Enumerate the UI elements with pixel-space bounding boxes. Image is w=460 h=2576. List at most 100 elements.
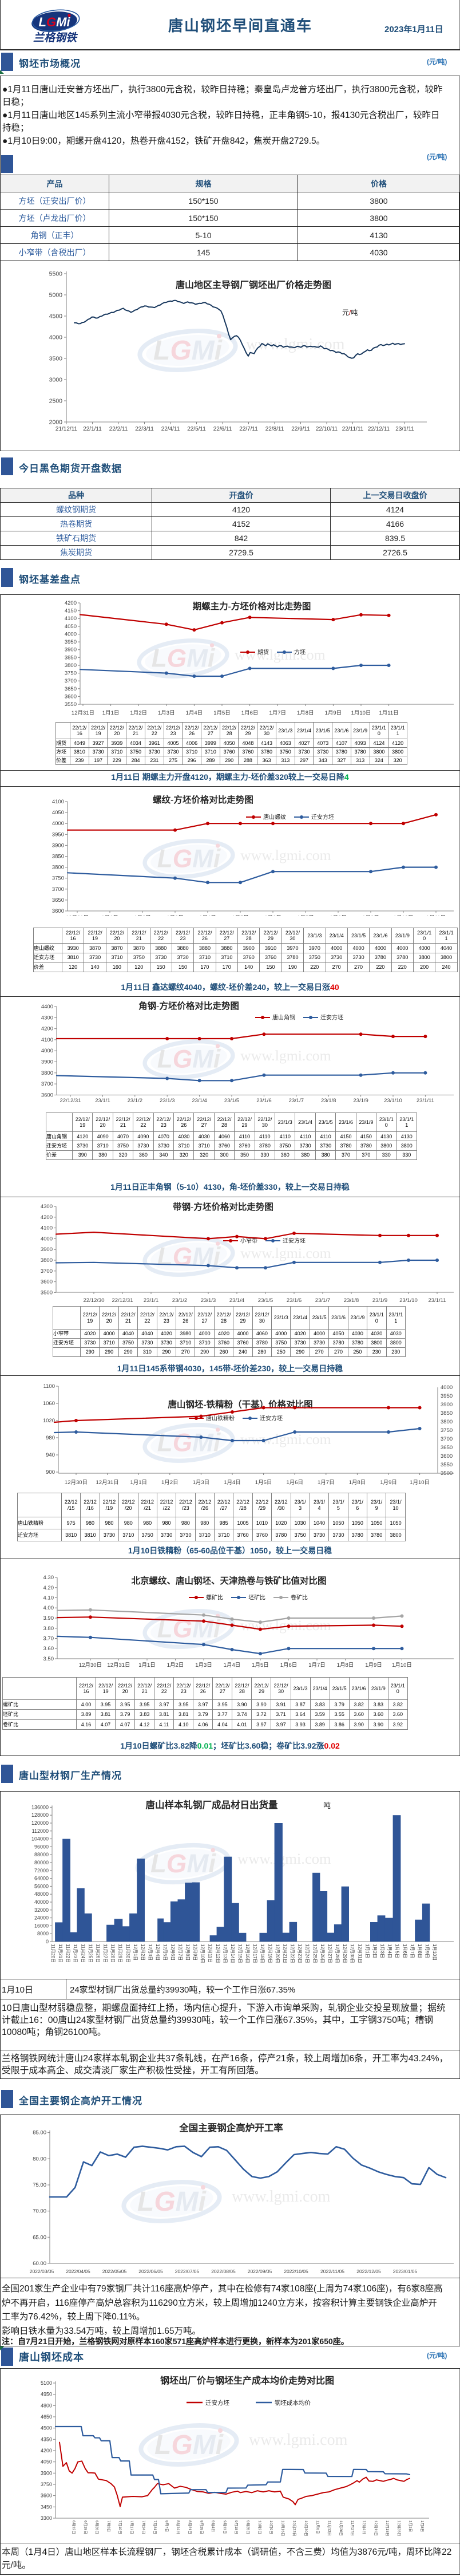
- svg-text:3500: 3500: [441, 1470, 453, 1477]
- svg-text:65.00: 65.00: [33, 2234, 46, 2240]
- svg-text:12月25日: 12月25日: [396, 2520, 401, 2536]
- svg-text:23/1/11: 23/1/11: [417, 1098, 434, 1104]
- svg-text:11月30日: 11月30日: [125, 1944, 130, 1963]
- svg-text:带钢-方坯价格对比走势图: 带钢-方坯价格对比走势图: [173, 1201, 273, 1212]
- svg-text:4.00: 4.00: [43, 1605, 54, 1611]
- svg-text:12月6日: 12月6日: [170, 1944, 175, 1960]
- svg-text:3750: 3750: [441, 1427, 453, 1434]
- svg-text:12月21日: 12月21日: [283, 1944, 288, 1963]
- svg-text:1月3日: 1月3日: [158, 710, 175, 716]
- svg-text:23/1/3: 23/1/3: [201, 1297, 216, 1304]
- svg-text:4100: 4100: [65, 616, 77, 622]
- svg-text:2022/03/05: 2022/03/05: [30, 2269, 54, 2273]
- svg-text:1月6日: 1月6日: [264, 915, 281, 916]
- svg-text:11月20日: 11月20日: [50, 1944, 55, 1963]
- svg-text:23/1/3: 23/1/3: [160, 1098, 175, 1104]
- svg-text:4300: 4300: [41, 1015, 53, 1021]
- svg-text:23/1/9: 23/1/9: [353, 1098, 368, 1104]
- svg-text:11月23日: 11月23日: [73, 1944, 78, 1963]
- svg-text:12月28日: 12月28日: [335, 1944, 340, 1963]
- svg-text:23/1/5: 23/1/5: [224, 1098, 239, 1104]
- svg-text:4000: 4000: [41, 1236, 53, 1242]
- svg-text:1月5日: 1月5日: [252, 1662, 269, 1668]
- svg-text:3800: 3800: [41, 1070, 53, 1076]
- svg-text:www.lgmi.com: www.lgmi.com: [232, 2188, 331, 2206]
- svg-text:11月26日: 11月26日: [96, 1944, 101, 1963]
- svg-text:4800: 4800: [41, 2403, 52, 2408]
- svg-text:1月10日: 1月10日: [351, 710, 371, 716]
- svg-text:1月10日: 1月10日: [410, 1480, 430, 1486]
- svg-text:12月12日: 12月12日: [215, 1944, 220, 1963]
- svg-text:1月6日: 1月6日: [241, 710, 259, 716]
- svg-text:2022/08/05: 2022/08/05: [211, 2269, 236, 2273]
- svg-text:3000: 3000: [49, 377, 63, 384]
- svg-text:22/2/11: 22/2/11: [109, 426, 128, 432]
- svg-text:23/1/10: 23/1/10: [384, 1098, 402, 1104]
- svg-text:23/1/7: 23/1/7: [315, 1297, 330, 1304]
- svg-text:12月27日: 12月27日: [327, 1944, 332, 1963]
- svg-text:唐山样本轧钢厂成品材日出货量: 唐山样本轧钢厂成品材日出货量: [146, 1799, 279, 1810]
- svg-text:7月24日: 7月24日: [141, 2520, 146, 2534]
- svg-text:迁安方坯: 迁安方坯: [311, 814, 334, 821]
- svg-text:23/1/6: 23/1/6: [287, 1297, 302, 1304]
- svg-text:12月24日: 12月24日: [305, 1944, 310, 1963]
- svg-text:4000: 4000: [441, 1384, 453, 1391]
- svg-text:5000: 5000: [49, 292, 63, 299]
- svg-text:www.lgmi.com: www.lgmi.com: [237, 1850, 331, 1867]
- svg-text:1月9日: 1月9日: [365, 1662, 382, 1668]
- svg-text:9月11日: 9月11日: [223, 2520, 227, 2534]
- svg-text:9月25日: 9月25日: [246, 2520, 251, 2534]
- svg-text:1月8日: 1月8日: [417, 1944, 422, 1958]
- svg-text:6月26日: 6月26日: [95, 2520, 100, 2534]
- svg-text:40000: 40000: [34, 1899, 49, 1905]
- svg-text:唐山钢坯-铁精粉（干基）价格对比图: 唐山钢坯-铁精粉（干基）价格对比图: [168, 1399, 312, 1410]
- svg-text:80.00: 80.00: [33, 2156, 46, 2162]
- svg-text:1月5日: 1月5日: [255, 1480, 272, 1486]
- svg-text:22/9/11: 22/9/11: [291, 426, 310, 432]
- svg-text:12月23日: 12月23日: [298, 1944, 303, 1963]
- svg-text:2023/01/05: 2023/01/05: [393, 2269, 418, 2273]
- svg-text:23/1/11: 23/1/11: [429, 1297, 446, 1304]
- svg-text:螺矿比: 螺矿比: [206, 1594, 223, 1601]
- svg-text:12月5日: 12月5日: [162, 1944, 168, 1960]
- svg-text:3700: 3700: [41, 1268, 53, 1275]
- svg-text:1月3日: 1月3日: [166, 915, 184, 916]
- svg-text:12月8日: 12月8日: [185, 1944, 190, 1960]
- svg-text:11月25日: 11月25日: [88, 1944, 93, 1963]
- svg-text:22/4/11: 22/4/11: [161, 426, 180, 432]
- svg-text:6月19日: 6月19日: [83, 2520, 88, 2534]
- svg-text:1月9日: 1月9日: [325, 710, 342, 716]
- svg-text:12月7日: 12月7日: [177, 1944, 183, 1960]
- svg-text:12月15日: 12月15日: [237, 1944, 243, 1963]
- svg-text:www.lgmi.com: www.lgmi.com: [240, 1617, 331, 1634]
- svg-text:7月17日: 7月17日: [130, 2520, 134, 2534]
- svg-text:12月3日: 12月3日: [148, 1944, 153, 1960]
- svg-text:8月28日: 8月28日: [199, 2520, 204, 2534]
- svg-text:3.90: 3.90: [43, 1615, 54, 1622]
- svg-text:LGMi: LGMi: [157, 1429, 221, 1457]
- svg-text:3750: 3750: [65, 670, 77, 677]
- svg-text:12月13日: 12月13日: [223, 1944, 228, 1963]
- svg-text:980: 980: [46, 1435, 55, 1441]
- svg-text:www.lgmi.com: www.lgmi.com: [249, 2431, 348, 2449]
- svg-text:1月2日: 1月2日: [134, 915, 151, 916]
- svg-text:1月5日: 1月5日: [213, 710, 231, 716]
- svg-text:1月5日: 1月5日: [395, 1944, 400, 1958]
- svg-text:1月4日: 1月4日: [199, 915, 216, 916]
- svg-text:22/12/31: 22/12/31: [112, 1297, 133, 1304]
- svg-text:22/5/11: 22/5/11: [187, 426, 206, 432]
- svg-text:7月3日: 7月3日: [106, 2520, 111, 2532]
- svg-text:32000: 32000: [34, 1907, 49, 1913]
- svg-text:22/12/31: 22/12/31: [60, 1098, 81, 1104]
- svg-text:www.lgmi.com: www.lgmi.com: [240, 847, 331, 863]
- svg-text:10月2日: 10月2日: [257, 2520, 262, 2534]
- svg-text:3800: 3800: [65, 662, 77, 669]
- svg-text:全国主要钢企高炉开工率: 全国主要钢企高炉开工率: [179, 2122, 283, 2133]
- svg-text:4150: 4150: [65, 608, 77, 614]
- svg-text:LGMi: LGMi: [154, 2430, 224, 2460]
- svg-text:60.00: 60.00: [33, 2261, 46, 2267]
- svg-text:3900: 3900: [41, 1246, 53, 1253]
- svg-text:1月8日: 1月8日: [337, 1662, 354, 1668]
- svg-text:128000: 128000: [31, 1812, 49, 1818]
- svg-text:3700: 3700: [52, 886, 64, 893]
